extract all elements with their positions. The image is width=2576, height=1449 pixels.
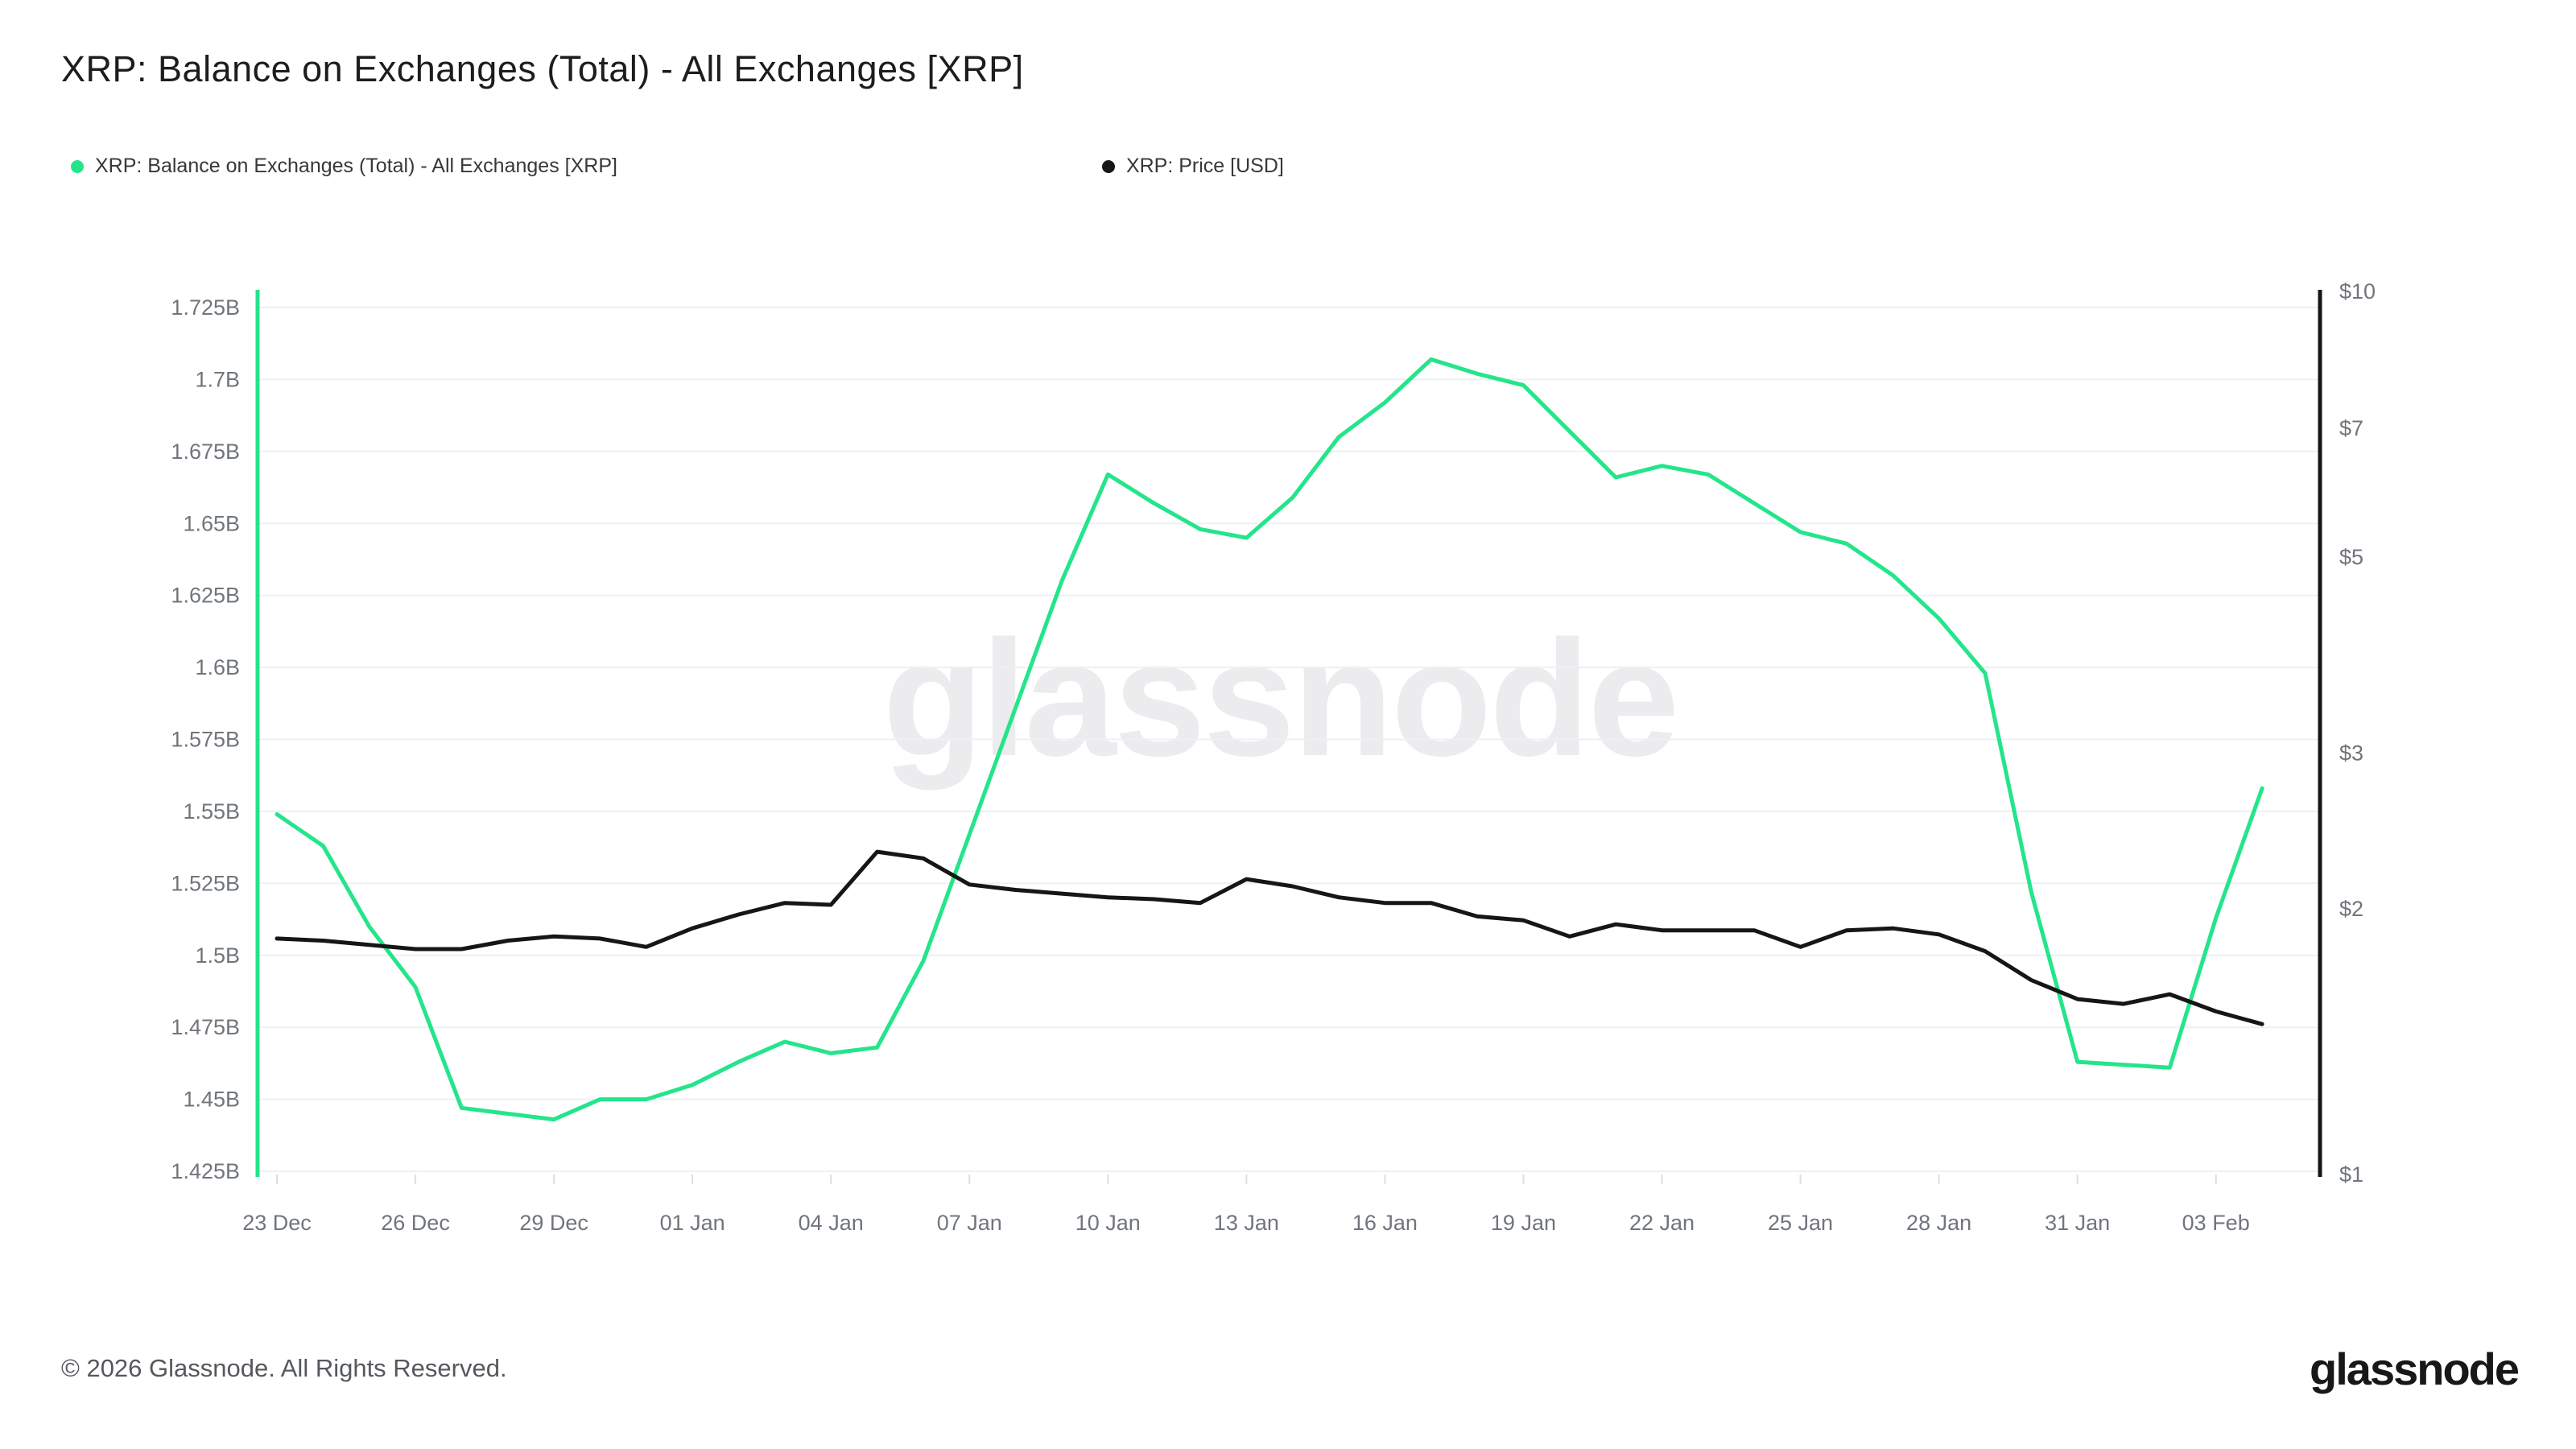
left-axis-tick-label: 1.425B — [171, 1159, 240, 1183]
right-axis-tick-label: $7 — [2339, 416, 2363, 440]
balance-series-dot-icon — [71, 159, 84, 173]
glassnode-logo: glassnode — [2310, 1344, 2520, 1394]
left-axis-tick-label: 1.45B — [183, 1088, 240, 1112]
legend-item-label: XRP: Price [USD] — [1125, 155, 1284, 177]
series-line-price — [275, 849, 2264, 1026]
right-axis-tick-label: $2 — [2339, 897, 2363, 921]
left-axis-tick-label: 1.575B — [171, 728, 240, 752]
left-axis-tick-label: 1.55B — [183, 799, 240, 824]
right-axis-tick-label: $10 — [2339, 279, 2376, 303]
copyright-text: © 2026 Glassnode. All Rights Reserved. — [61, 1354, 507, 1382]
right-axis-tick-label: $1 — [2339, 1162, 2363, 1187]
x-axis-tick-label: 13 Jan — [1214, 1211, 1279, 1235]
left-axis-tick-label: 1.625B — [171, 584, 240, 608]
x-axis-tick-label: 22 Jan — [1629, 1211, 1695, 1235]
left-axis-tick-label: 1.525B — [171, 871, 240, 895]
x-axis-tick-label: 28 Jan — [1906, 1211, 1971, 1235]
series-line-balance — [275, 357, 2264, 1122]
left-axis-tick-label: 1.65B — [183, 511, 240, 535]
x-axis-tick-label: 19 Jan — [1491, 1211, 1556, 1235]
left-axis-tick-label: 1.5B — [195, 943, 240, 968]
x-axis-tick-label: 01 Jan — [660, 1211, 725, 1235]
right-axis-tick-label: $5 — [2339, 545, 2363, 569]
right-axis-tick-label: $3 — [2339, 741, 2363, 766]
x-axis-tick-label: 23 Dec — [242, 1211, 312, 1235]
left-axis-tick-label: 1.475B — [171, 1015, 240, 1039]
left-axis-tick-label: 1.6B — [195, 655, 240, 679]
chart-legend: XRP: Balance on Exchanges (Total) - All … — [71, 155, 1284, 178]
left-axis-tick-label: 1.7B — [195, 367, 240, 391]
x-axis-tick-label: 31 Jan — [2045, 1211, 2110, 1235]
page-title: XRP: Balance on Exchanges (Total) - All … — [61, 48, 1024, 89]
legend-item-balance[interactable]: XRP: Balance on Exchanges (Total) - All … — [71, 155, 617, 178]
legend-item-label: XRP: Balance on Exchanges (Total) - All … — [95, 155, 617, 177]
price-series-dot-icon — [1101, 159, 1115, 173]
x-axis-tick-label: 10 Jan — [1075, 1211, 1141, 1235]
x-axis-tick-label: 29 Dec — [519, 1211, 588, 1235]
x-axis-tick-label: 07 Jan — [937, 1211, 1002, 1235]
x-axis-tick-label: 04 Jan — [799, 1211, 864, 1235]
left-axis-tick-label: 1.725B — [171, 295, 240, 320]
legend-item-price[interactable]: XRP: Price [USD] — [1101, 155, 1284, 178]
x-axis-tick-label: 26 Dec — [381, 1211, 450, 1235]
left-axis-tick-label: 1.675B — [171, 440, 240, 464]
x-axis-tick-label: 16 Jan — [1352, 1211, 1418, 1235]
x-axis-tick-label: 25 Jan — [1768, 1211, 1833, 1235]
x-axis-tick-label: 03 Feb — [2182, 1211, 2250, 1235]
